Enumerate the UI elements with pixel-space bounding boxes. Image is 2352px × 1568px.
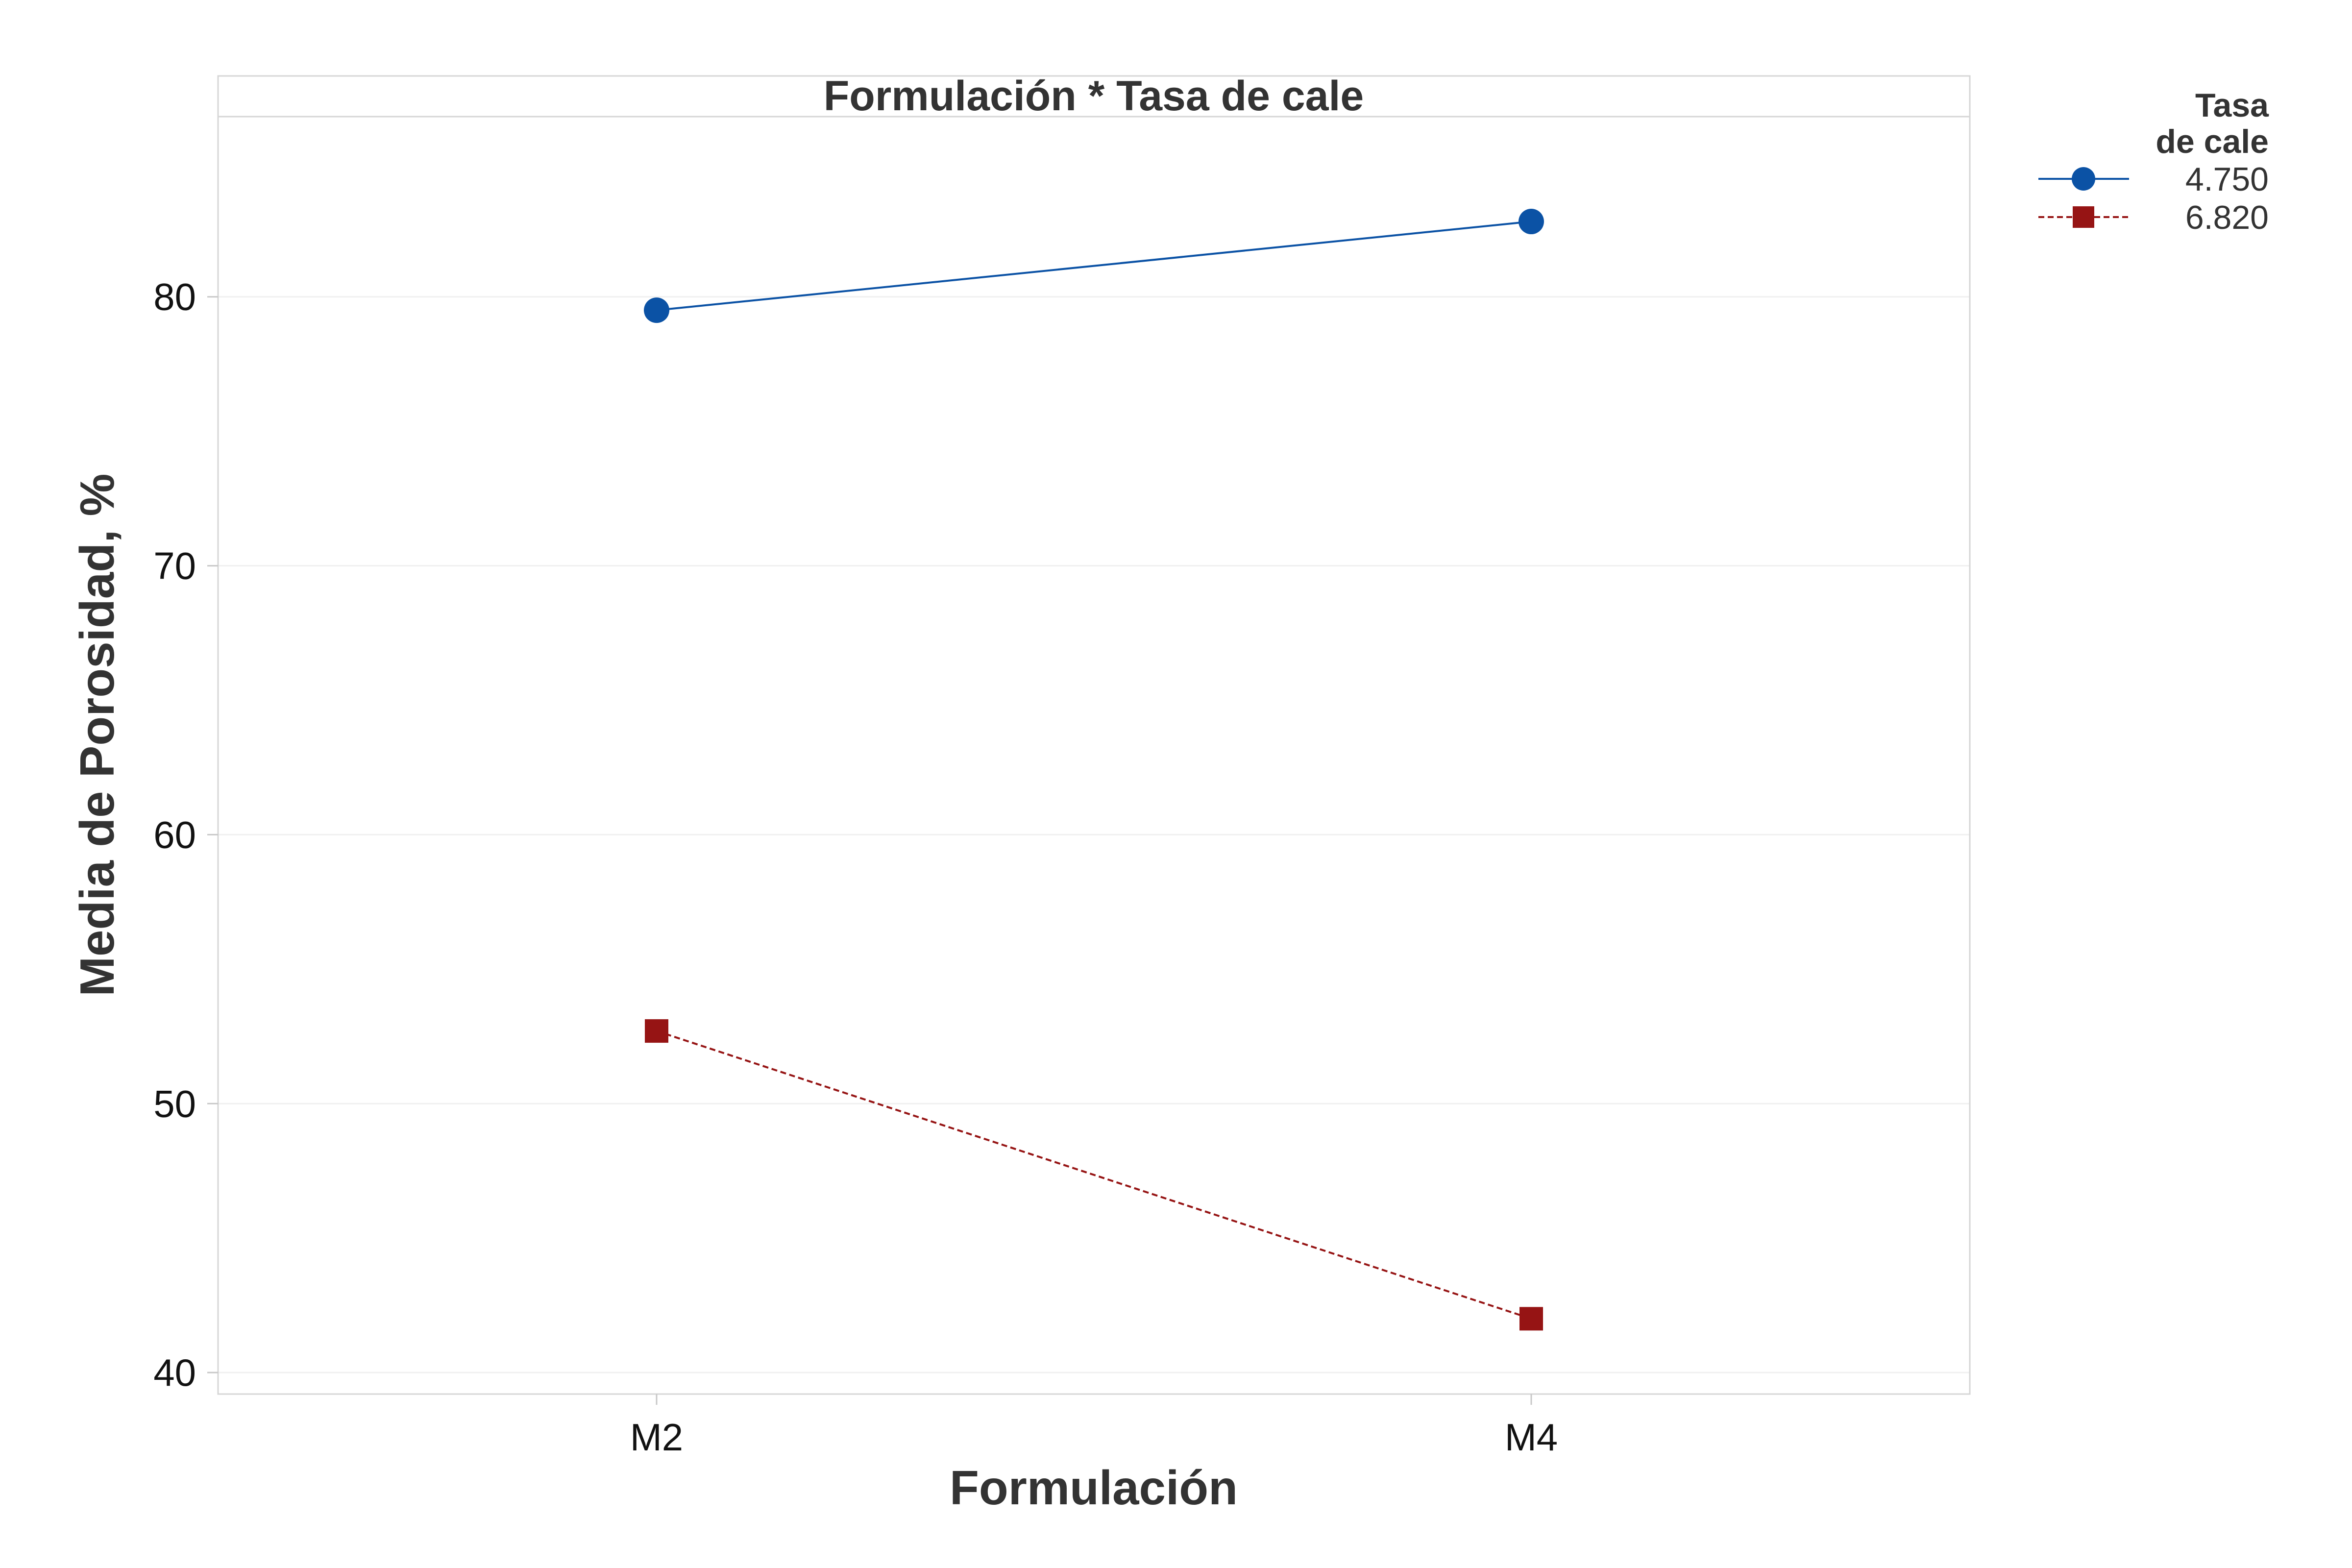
- y-axis-ticks: 40 50 60 70 80: [153, 275, 218, 1394]
- legend-label-6.820: 6.820: [2185, 199, 2269, 236]
- legend-marker-6.820: [2073, 206, 2094, 228]
- plot-panel-frame: [217, 75, 1971, 1395]
- legend-marker-4.750: [2072, 167, 2095, 191]
- legend-label-4.750: 4.750: [2185, 161, 2269, 198]
- legend-title-line-2: de cale: [2156, 123, 2269, 160]
- y-tick-label-70: 70: [153, 544, 196, 588]
- x-tick-label-M2: M2: [630, 1416, 683, 1459]
- legend-title-line-1: Tasa: [2195, 87, 2269, 124]
- y-tick-label-40: 40: [153, 1351, 196, 1394]
- gridlines: [218, 296, 1970, 1373]
- y-tick-label-50: 50: [153, 1082, 196, 1125]
- y-tick-label-60: 60: [153, 813, 196, 856]
- x-axis-ticks: M2 M4: [630, 1394, 1558, 1459]
- data-point-4.750-M2: [644, 297, 669, 323]
- x-axis-title: Formulación: [950, 1461, 1238, 1515]
- y-axis-title: Media de Porosidad, %: [70, 473, 124, 996]
- data-point-4.750-M4: [1519, 209, 1544, 235]
- panel-title: Formulación * Tasa de cale: [824, 73, 1364, 120]
- y-tick-label-80: 80: [153, 275, 196, 318]
- series-line-4.750: [656, 220, 1532, 312]
- data-point-6.820-M4: [1519, 1307, 1543, 1331]
- series-layer: [644, 209, 1544, 1331]
- series-line-6.820: [656, 1030, 1532, 1320]
- x-tick-label-M4: M4: [1505, 1416, 1558, 1459]
- data-point-6.820-M2: [645, 1019, 668, 1043]
